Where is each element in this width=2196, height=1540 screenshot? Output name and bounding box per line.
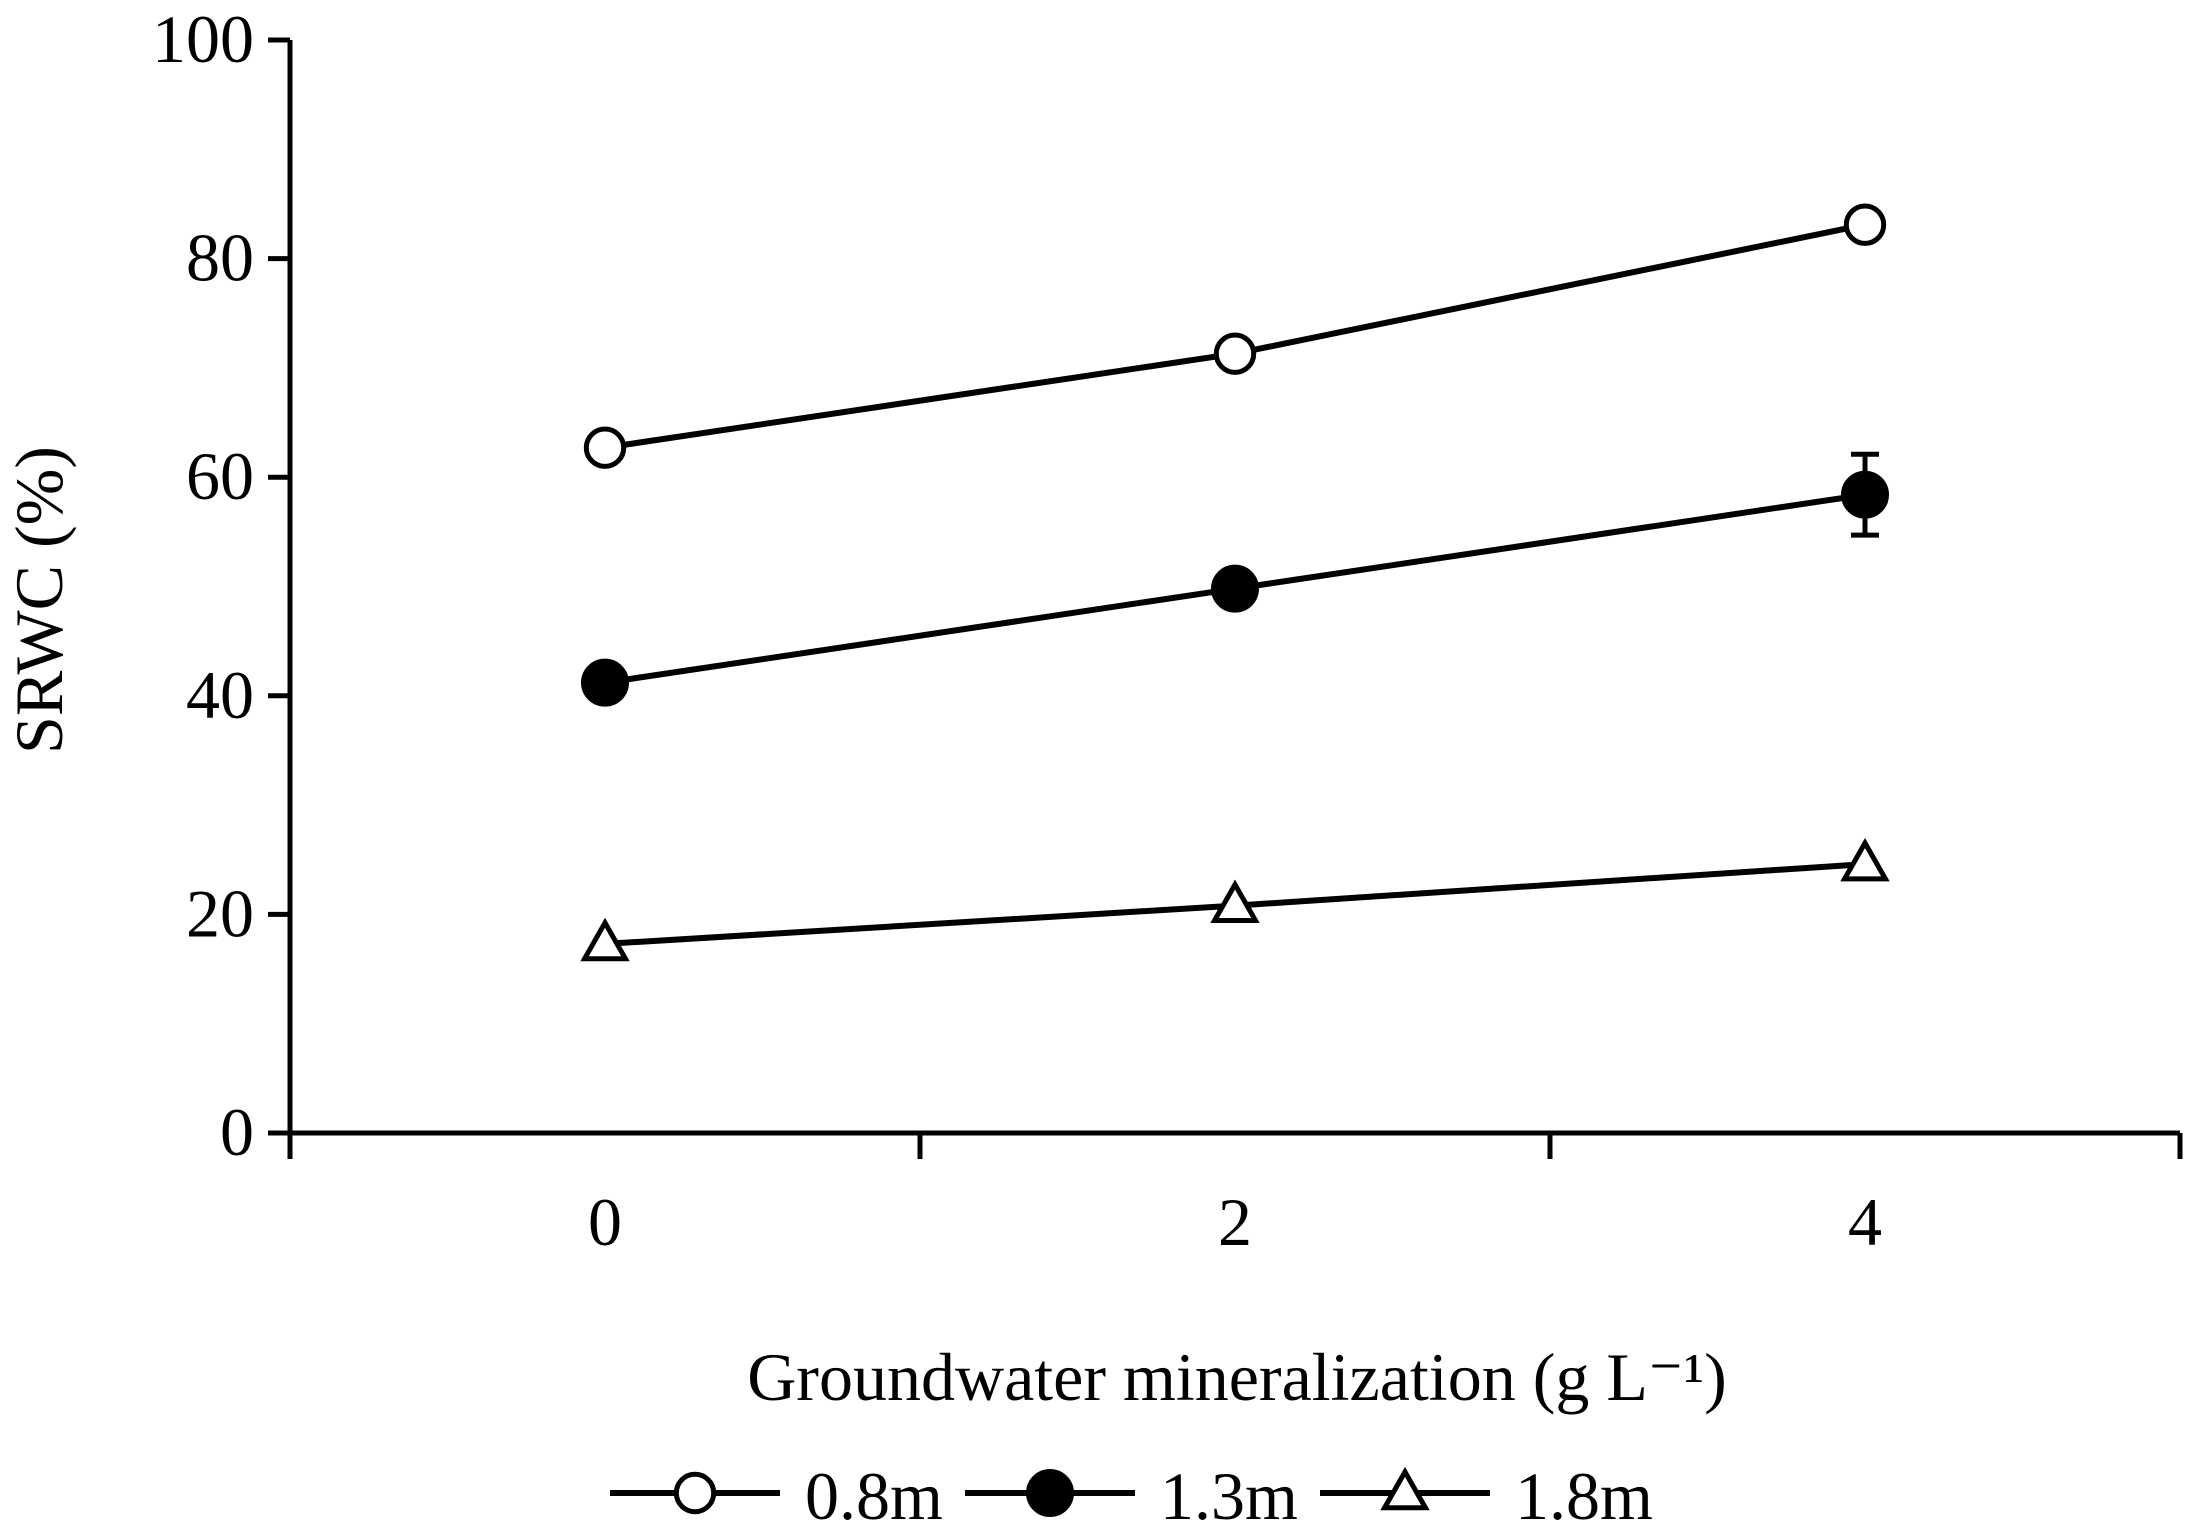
y-tick-label: 40 xyxy=(186,657,254,733)
series-1.8m xyxy=(580,837,1890,962)
x-axis-title: Groundwater mineralization (g L⁻¹) xyxy=(747,1339,1727,1415)
series-0.8m xyxy=(583,203,1887,469)
legend-label: 1.8m xyxy=(1515,1458,1653,1534)
data-point xyxy=(1213,332,1257,375)
axes: 0 20 40 60 80 100 0 2 4 xyxy=(152,1,2183,1260)
y-tick-label: 0 xyxy=(220,1094,254,1170)
legend: 0.8m 1.3m 1.8m xyxy=(610,1458,1653,1534)
legend-label: 0.8m xyxy=(805,1458,943,1534)
data-point xyxy=(673,1471,717,1515)
series-layer xyxy=(580,203,1890,962)
data-point xyxy=(583,426,627,469)
data-point xyxy=(1840,837,1890,882)
x-tick-label: 4 xyxy=(1848,1184,1882,1260)
data-point xyxy=(1380,1466,1430,1511)
series-1.3m xyxy=(581,451,1889,707)
y-tick-label: 60 xyxy=(186,438,254,514)
data-point xyxy=(1026,1469,1074,1517)
data-point xyxy=(580,917,630,962)
data-point xyxy=(1843,203,1887,246)
data-point xyxy=(581,658,629,707)
legend-item: 1.8m xyxy=(1320,1458,1653,1534)
x-tick-label: 2 xyxy=(1218,1184,1252,1260)
y-tick-label: 100 xyxy=(152,1,254,77)
legend-item: 1.3m xyxy=(965,1458,1298,1534)
data-point xyxy=(1841,470,1889,519)
x-tick-label: 0 xyxy=(588,1184,622,1260)
data-point xyxy=(1210,879,1260,923)
data-point xyxy=(1211,564,1259,613)
y-axis-title: SRWC (%) xyxy=(1,446,77,754)
y-tick-label: 80 xyxy=(186,220,254,296)
legend-label: 1.3m xyxy=(1160,1458,1298,1534)
y-tick-label: 20 xyxy=(186,875,254,951)
legend-item: 0.8m xyxy=(610,1458,943,1534)
